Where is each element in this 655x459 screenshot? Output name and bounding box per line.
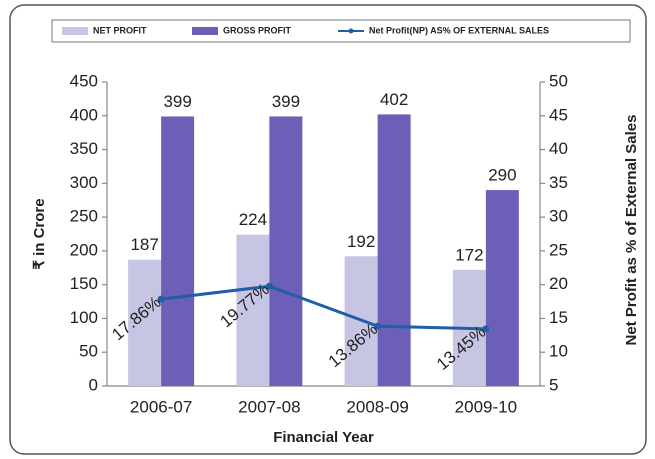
- bar: [377, 114, 411, 386]
- value-label: 224: [239, 210, 267, 229]
- value-label: 290: [488, 166, 516, 185]
- y2-tick-label: 25: [549, 240, 568, 259]
- x-tick-label: 2006-07: [130, 397, 192, 416]
- x-tick-label: 2009-10: [455, 397, 517, 416]
- y-tick-label: 350: [70, 139, 98, 158]
- bar: [161, 116, 195, 386]
- value-label: 402: [380, 90, 408, 109]
- legend-label: Net Profit(NP) AS% OF EXTERNAL SALES: [369, 25, 549, 35]
- y2-tick-label: 35: [549, 173, 568, 192]
- point: [482, 325, 490, 333]
- point: [265, 282, 273, 290]
- value-label: 399: [163, 92, 191, 111]
- legend-swatch: [62, 27, 88, 35]
- y2-tick-label: 5: [549, 375, 558, 394]
- y2-tick-label: 50: [549, 71, 568, 90]
- point: [374, 322, 382, 330]
- y2-tick-label: 20: [549, 274, 568, 293]
- y-tick-label: 450: [70, 71, 98, 90]
- x-axis-label: Financial Year: [273, 429, 374, 446]
- legend-swatch: [348, 28, 354, 34]
- y-tick-label: 200: [70, 240, 98, 259]
- legend-label: GROSS PROFIT: [223, 25, 292, 35]
- bar: [128, 259, 162, 386]
- y2-tick-label: 30: [549, 207, 568, 226]
- y-tick-label: 250: [70, 207, 98, 226]
- y-tick-label: 400: [70, 105, 98, 124]
- bar: [485, 190, 519, 386]
- point: [157, 295, 165, 303]
- bar: [269, 116, 303, 386]
- value-label: 399: [272, 92, 300, 111]
- y-tick-label: 150: [70, 274, 98, 293]
- value-label: 192: [347, 232, 375, 251]
- x-tick-label: 2007-08: [238, 397, 300, 416]
- y-tick-label: 0: [89, 375, 98, 394]
- value-label: 172: [455, 245, 483, 264]
- legend-label: NET PROFIT: [93, 25, 147, 35]
- legend-swatch: [192, 27, 218, 35]
- y2-axis-label: Net Profit as % of External Sales: [623, 115, 640, 346]
- y-tick-label: 300: [70, 173, 98, 192]
- y2-tick-label: 10: [549, 342, 568, 361]
- y2-tick-label: 45: [549, 105, 568, 124]
- x-tick-label: 2008-09: [346, 397, 408, 416]
- y-tick-label: 50: [79, 342, 98, 361]
- y-axis-label: ₹ in Crore: [31, 198, 48, 269]
- y-tick-label: 100: [70, 308, 98, 327]
- y2-tick-label: 40: [549, 139, 568, 158]
- y2-tick-label: 15: [549, 308, 568, 327]
- line: [160, 284, 486, 331]
- frame: [9, 4, 647, 455]
- bar: [236, 234, 270, 386]
- value-label: 187: [130, 235, 158, 254]
